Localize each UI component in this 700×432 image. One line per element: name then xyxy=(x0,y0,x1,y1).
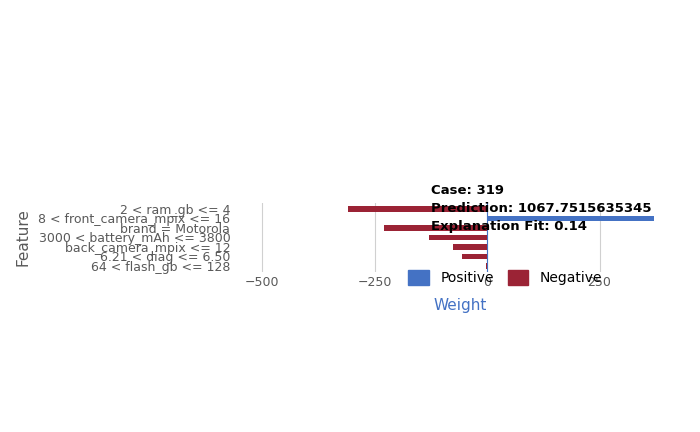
Bar xyxy=(462,254,487,259)
Bar xyxy=(486,263,487,269)
Bar xyxy=(428,235,487,240)
X-axis label: Weight: Weight xyxy=(433,298,486,313)
Bar xyxy=(384,226,487,231)
Text: Case: 319
Prediction: 1067.7515635345
Explanation Fit: 0.14: Case: 319 Prediction: 1067.7515635345 Ex… xyxy=(431,184,652,233)
Y-axis label: Feature: Feature xyxy=(15,209,30,267)
Bar xyxy=(454,244,487,250)
Bar xyxy=(487,216,654,221)
Bar xyxy=(348,206,487,212)
Legend: Positive, Negative: Positive, Negative xyxy=(402,265,608,291)
